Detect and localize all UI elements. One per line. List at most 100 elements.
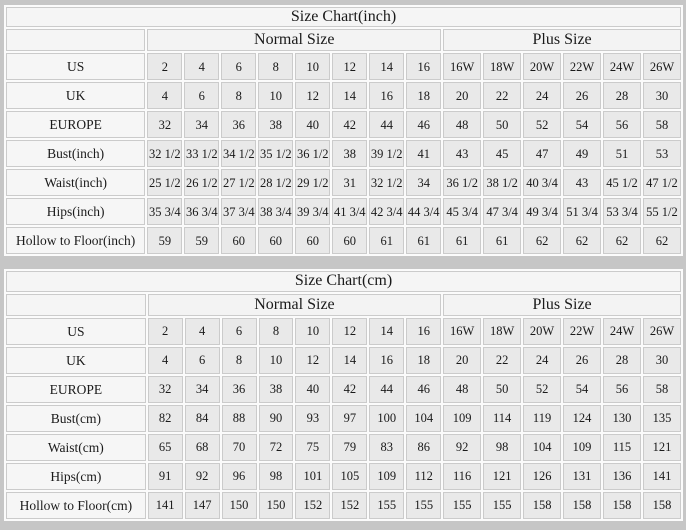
- size-value-cell: 62: [642, 227, 681, 255]
- size-value-cell: 39 1/2: [369, 140, 405, 168]
- size-value-cell: 60: [221, 227, 257, 255]
- size-value-cell: 45: [483, 140, 522, 168]
- size-value-cell: 72: [258, 433, 294, 461]
- size-value-cell: 2: [147, 317, 183, 345]
- row-label: Bust(cm): [6, 404, 146, 432]
- size-value-cell: 42: [332, 111, 368, 139]
- table-gap-divider: [4, 256, 683, 269]
- size-value-cell: 47 3/4: [483, 198, 522, 226]
- size-value-cell: 25 1/2: [147, 169, 183, 197]
- size-value-cell: 62: [603, 227, 641, 255]
- size-value-cell: 18W: [483, 53, 522, 81]
- size-value-cell: 82: [147, 404, 183, 432]
- size-value-cell: 62: [563, 227, 602, 255]
- size-value-cell: 60: [295, 227, 331, 255]
- size-value-cell: 36 1/2: [443, 169, 482, 197]
- size-value-cell: 52: [523, 111, 562, 139]
- size-value-cell: 104: [523, 433, 562, 461]
- size-value-cell: 101: [295, 462, 331, 490]
- size-value-cell: 20W: [523, 53, 562, 81]
- size-value-cell: 22W: [563, 317, 601, 345]
- size-value-cell: 8: [221, 82, 257, 110]
- size-value-cell: 48: [443, 111, 482, 139]
- size-value-cell: 28: [603, 82, 641, 110]
- size-value-cell: 20: [443, 82, 482, 110]
- table-row: Bust(cm) 82 84 88 90 93 97 100 104 109 114 119 124 13…: [6, 404, 681, 432]
- row-label: UK: [6, 346, 146, 374]
- size-value-cell: 86: [406, 433, 442, 461]
- size-value-cell: 30: [642, 82, 681, 110]
- row-label: Hollow to Floor(inch): [6, 227, 146, 255]
- size-value-cell: 58: [642, 375, 681, 403]
- table-row: Waist(inch) 25 1/2 26 1/2 27 1/2 28 1/2 29 1/…: [6, 169, 681, 197]
- row-label: US: [6, 53, 146, 81]
- row-label: Waist(inch): [6, 169, 146, 197]
- size-value-cell: 44: [369, 111, 405, 139]
- size-value-cell: 114: [483, 404, 522, 432]
- size-value-cell: 84: [184, 404, 220, 432]
- size-value-cell: 6: [184, 346, 220, 374]
- size-value-cell: 54: [563, 375, 601, 403]
- table-row: Hips(inch) 35 3/4 36 3/4 37 3/4 38 3/4 39 3/4…: [6, 198, 681, 226]
- size-value-cell: 98: [483, 433, 522, 461]
- size-value-cell: 12: [295, 346, 331, 374]
- table-title: Size Chart(inch): [6, 7, 681, 28]
- column-group-header-row: Normal Size Plus Size: [6, 29, 681, 52]
- size-value-cell: 136: [603, 462, 641, 490]
- size-value-cell: 109: [369, 462, 405, 490]
- size-value-cell: 158: [642, 491, 681, 519]
- size-value-cell: 32 1/2: [147, 140, 183, 168]
- size-value-cell: 6: [184, 82, 220, 110]
- size-value-cell: 36 1/2: [295, 140, 331, 168]
- size-value-cell: 20: [443, 346, 482, 374]
- size-value-cell: 115: [603, 433, 641, 461]
- size-value-cell: 18: [406, 346, 442, 374]
- size-value-cell: 96: [221, 462, 257, 490]
- size-value-cell: 158: [523, 491, 562, 519]
- size-value-cell: 12: [332, 53, 368, 81]
- size-value-cell: 141: [642, 462, 681, 490]
- size-value-cell: 47: [523, 140, 562, 168]
- row-label: Hips(cm): [6, 462, 146, 490]
- size-value-cell: 8: [258, 53, 294, 81]
- size-value-cell: 61: [483, 227, 522, 255]
- size-value-cell: 150: [258, 491, 294, 519]
- size-value-cell: 155: [369, 491, 405, 519]
- size-value-cell: 36 3/4: [184, 198, 220, 226]
- table-title: Size Chart(cm): [6, 271, 681, 292]
- size-value-cell: 46: [406, 111, 442, 139]
- header-spacer-cell: [6, 293, 146, 316]
- size-value-cell: 18: [406, 82, 442, 110]
- table-row: Hips(cm) 91 92 96 98 101 105 109 112 116 121 126 131…: [6, 462, 681, 490]
- size-value-cell: 36: [221, 375, 257, 403]
- size-value-cell: 152: [332, 491, 368, 519]
- size-value-cell: 43: [563, 169, 602, 197]
- size-value-cell: 61: [369, 227, 405, 255]
- size-value-cell: 38 1/2: [483, 169, 522, 197]
- table-row: Hollow to Floor(cm) 141 147 150 150 152 152 155…: [6, 491, 681, 519]
- size-value-cell: 121: [483, 462, 522, 490]
- size-value-cell: 16: [406, 317, 442, 345]
- size-value-cell: 18W: [483, 317, 522, 345]
- size-value-cell: 135: [642, 404, 681, 432]
- size-value-cell: 38 3/4: [258, 198, 294, 226]
- size-value-cell: 47 1/2: [642, 169, 681, 197]
- size-value-cell: 42 3/4: [369, 198, 405, 226]
- size-value-cell: 126: [523, 462, 562, 490]
- size-value-cell: 24W: [603, 53, 641, 81]
- size-value-cell: 10: [295, 53, 331, 81]
- size-value-cell: 50: [483, 111, 522, 139]
- table-row: Hollow to Floor(inch) 59 59 60 60 60 60 61 61 61 6…: [6, 227, 681, 255]
- size-value-cell: 35 1/2: [258, 140, 294, 168]
- size-value-cell: 38: [332, 140, 368, 168]
- size-value-cell: 32: [147, 375, 183, 403]
- size-value-cell: 98: [258, 462, 294, 490]
- size-value-cell: 16: [406, 53, 442, 81]
- size-value-cell: 40: [295, 111, 331, 139]
- size-value-cell: 97: [332, 404, 368, 432]
- table-row: US 2 4 6 8 10 12 14 16 16W 18W 20W 22W 24W 26W: [6, 317, 681, 345]
- size-value-cell: 109: [563, 433, 601, 461]
- size-value-cell: 31: [332, 169, 368, 197]
- size-value-cell: 14: [369, 317, 405, 345]
- size-value-cell: 61: [443, 227, 482, 255]
